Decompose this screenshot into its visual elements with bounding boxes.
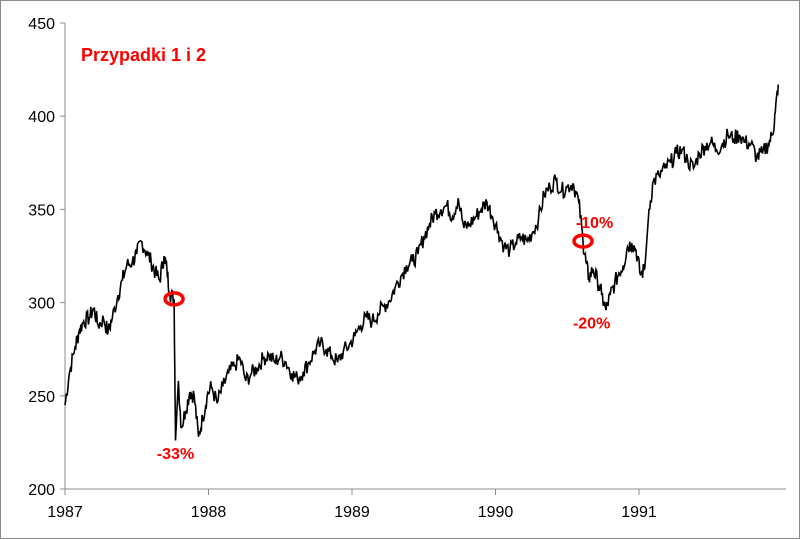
y-tick-label: 450 <box>28 16 55 33</box>
drawdown-label: -10% <box>576 215 613 232</box>
y-tick-label: 350 <box>28 202 55 219</box>
series-line <box>64 84 779 441</box>
y-tick-label: 400 <box>28 109 55 126</box>
x-axis: 1987 1988 1989 1990 1991 <box>47 488 786 521</box>
drawdown-label: -33% <box>157 446 194 463</box>
y-tick-label: 250 <box>28 389 55 406</box>
x-tick-label: 1991 <box>621 504 657 521</box>
x-tick-label: 1989 <box>334 504 370 521</box>
annotations: -33% -10% -20% <box>157 215 613 463</box>
drop-marker-circle <box>572 233 594 249</box>
y-axis: 200 250 300 350 400 450 <box>28 16 66 499</box>
drawdown-label: -20% <box>573 316 610 333</box>
x-tick-label: 1990 <box>478 504 514 521</box>
x-tick-label: 1988 <box>191 504 227 521</box>
y-tick-label: 300 <box>28 296 55 313</box>
chart-title: Przypadki 1 i 2 <box>81 45 206 65</box>
y-tick-label: 200 <box>28 482 55 499</box>
drop-marker-circle <box>163 291 185 307</box>
x-tick-label: 1987 <box>47 504 83 521</box>
